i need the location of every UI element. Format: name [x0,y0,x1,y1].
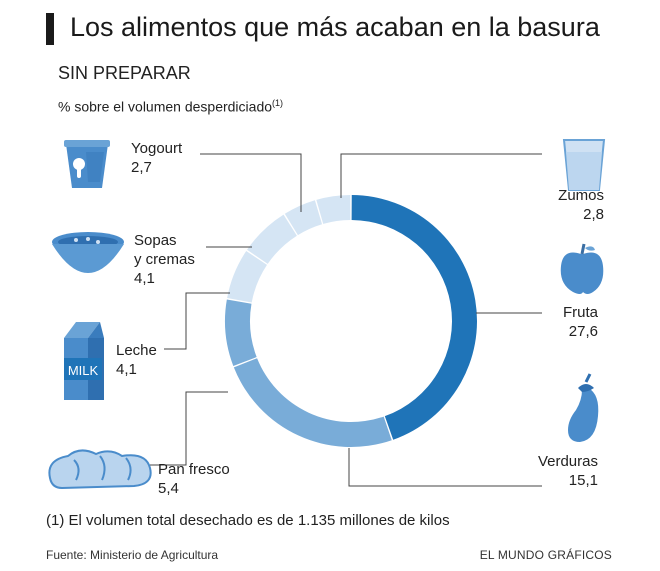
donut-slice-pan-fresco [225,299,257,366]
slice-label-sopas-y-cremas-2: y cremas [134,251,195,268]
chart-subtitle: SIN PREPARAR [58,63,191,83]
donut-slice-yogourt [284,200,323,236]
donut-slice-zumos [316,195,351,224]
donut-slice-verduras [233,358,392,448]
slice-value-pan-fresco: 5,4 [158,480,179,497]
credit: EL MUNDO GRÁFICOS [479,548,612,562]
slice-value-leche: 4,1 [116,361,137,378]
donut-slice-leche [227,251,268,303]
donut-slice-fruta [351,195,477,440]
donut-slice-sopas-y-cremas [247,214,297,264]
slice-value-verduras: 15,1 [569,472,598,489]
title-accent-bar [46,13,54,45]
slice-label-leche: Leche [116,342,157,359]
apple-icon [560,243,604,294]
soup-bowl-icon [52,232,124,273]
unit-note: % sobre el volumen desperdiciado(1) [58,98,283,115]
chart-title: Los alimentos que más acaban en la basur… [70,12,600,42]
slice-value-zumos: 2,8 [583,206,604,223]
donut-slices [225,195,477,448]
milk-carton-text: MILK [68,363,99,378]
slice-label-sopas-y-cremas-1: Sopas [134,232,177,249]
yogurt-icon [64,140,110,188]
leader-line-zumos [340,153,542,198]
slice-label-verduras: Verduras [538,453,598,470]
slice-label-zumos: Zumos [558,187,604,204]
glass-icon [562,139,606,191]
bread-icon [48,449,152,490]
leader-line-yogourt [200,153,302,212]
slice-labels: Fruta 27,6 Verduras 15,1 Pan fresco 5,4 Leche 4… [116,140,604,497]
slice-label-yogourt: Yogourt [131,140,183,157]
slice-value-fruta: 27,6 [569,323,598,340]
source-note: Fuente: Ministerio de Agricultura [46,548,219,562]
milk-carton-icon: MILK [64,322,104,400]
eggplant-icon [568,373,599,442]
leader-lines [150,153,542,487]
slice-label-fruta: Fruta [563,304,599,321]
slice-label-pan-fresco: Pan fresco [158,461,230,478]
slice-value-yogourt: 2,7 [131,159,152,176]
unit-note-text: % sobre el volumen desperdiciado [58,98,273,115]
footnote: (1) El volumen total desechado es de 1.1… [46,512,450,529]
slice-value-sopas-y-cremas: 4,1 [134,270,155,287]
leader-line-leche [164,292,230,350]
leader-line-verduras [348,448,542,487]
leader-line-pan-fresco [150,391,228,466]
unit-note-ref: (1) [272,98,284,108]
